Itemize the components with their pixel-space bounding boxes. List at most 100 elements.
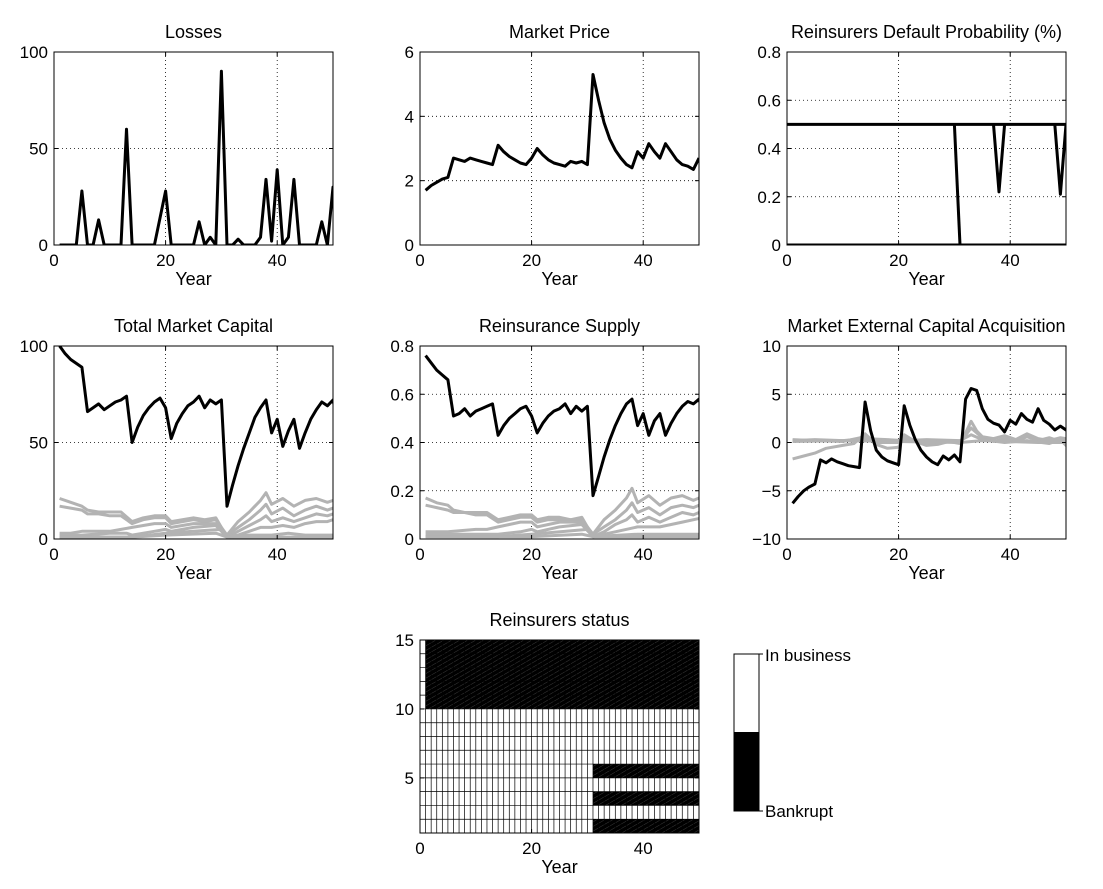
y-tick-label: 15	[395, 631, 414, 650]
x-tick-label: 0	[782, 545, 791, 564]
x-tick-label: 0	[415, 545, 424, 564]
status-colorbar: In business Bankrupt	[733, 646, 851, 821]
y-tick-label: 5	[772, 385, 781, 404]
colorbar-bankrupt	[733, 732, 760, 812]
x-axis-label: Year	[541, 857, 577, 877]
x-tick-label: 40	[1001, 251, 1020, 270]
x-tick-label: 20	[889, 251, 908, 270]
series-line-black	[1053, 124, 1066, 196]
x-tick-label: 40	[634, 839, 653, 858]
external-capital-panel: Market External Capital Acquisition 0 20 40…	[752, 316, 1067, 583]
series-group	[424, 73, 699, 192]
y-tick-label: 0	[405, 530, 414, 549]
y-tick-label: 10	[762, 337, 781, 356]
series-line-black	[791, 387, 1066, 505]
y-tick-label: 100	[20, 43, 48, 62]
y-tick-label: 0	[772, 434, 781, 453]
y-tick-label: 0.8	[757, 43, 781, 62]
y-tick-label: 0.4	[757, 140, 781, 159]
series-line-gray	[425, 501, 699, 536]
bankrupt-cell	[592, 819, 699, 833]
y-tick-label: 6	[405, 43, 414, 62]
y-tick-label: 0	[39, 530, 48, 549]
series-line-black	[58, 346, 333, 508]
series-line-gray	[425, 486, 699, 536]
x-axis-label: Year	[175, 563, 211, 583]
series-line-black	[952, 124, 962, 245]
y-tick-label: 50	[29, 140, 48, 159]
x-tick-label: 0	[49, 545, 58, 564]
series-line-black	[59, 69, 333, 245]
y-tick-label: 0.2	[390, 482, 414, 501]
x-tick-label: 40	[634, 251, 653, 270]
x-tick-label: 20	[522, 545, 541, 564]
y-tick-label: 0	[772, 236, 781, 255]
axes-frame	[786, 51, 1067, 246]
bankrupt-cell	[425, 681, 699, 696]
y-tick-label: 100	[20, 337, 48, 356]
bankrupt-cell	[425, 667, 699, 682]
series-line-gray	[59, 531, 333, 539]
series-line-black	[424, 354, 699, 498]
x-tick-label: 20	[156, 251, 175, 270]
market-price-panel: Market Price 0 20 40 0 2 4 6 Year	[405, 22, 700, 289]
y-tick-label: 0	[405, 236, 414, 255]
y-tick-label: −10	[752, 530, 781, 549]
y-tick-label: 50	[29, 434, 48, 453]
chart-title: Losses	[165, 22, 222, 42]
x-tick-label: 40	[634, 545, 653, 564]
y-tick-label: 0.4	[390, 434, 414, 453]
series-line-black	[992, 124, 1007, 194]
chart-title: Reinsurers status	[489, 610, 629, 630]
total-market-capital-panel: Total Market Capital 0 20 40 0 50 100 Year	[20, 316, 334, 583]
colorbar-in-business	[733, 653, 760, 733]
y-tick-label: 0.6	[390, 385, 414, 404]
series-group	[787, 122, 1066, 245]
series-line-gray	[59, 512, 333, 539]
y-tick-label: 0.2	[757, 188, 781, 207]
x-tick-label: 20	[522, 839, 541, 858]
x-tick-label: 40	[268, 251, 287, 270]
x-axis-label: Year	[908, 269, 944, 289]
y-tick-label: 0.8	[390, 337, 414, 356]
reinsurance-supply-panel: Reinsurance Supply 0 20 40 0 0.2 0.4 0.6 0.8 Year	[390, 316, 700, 583]
x-axis-label: Year	[175, 269, 211, 289]
x-tick-label: 40	[268, 545, 287, 564]
y-tick-label: 5	[405, 769, 414, 788]
series-line-gray	[59, 491, 333, 537]
chart-title: Reinsurance Supply	[479, 316, 640, 336]
x-axis-label: Year	[908, 563, 944, 583]
series-line-black	[424, 73, 699, 192]
x-tick-label: 0	[782, 251, 791, 270]
bankrupt-cell	[592, 791, 699, 806]
axes-frame	[419, 639, 700, 834]
chart-title: Market External Capital Acquisition	[787, 316, 1065, 336]
axes-frame	[419, 345, 700, 540]
y-tick-label: 0.6	[757, 91, 781, 110]
series-line-gray	[792, 439, 1066, 444]
y-tick-label: 10	[395, 700, 414, 719]
series-line-gray	[59, 502, 333, 537]
y-tick-label: 0	[39, 236, 48, 255]
x-tick-label: 0	[49, 251, 58, 270]
x-tick-label: 20	[522, 251, 541, 270]
legend-in-business-label: In business	[765, 646, 851, 665]
chart-title: Reinsurers Default Probability (%)	[791, 22, 1062, 42]
legend-bankrupt-label: Bankrupt	[765, 802, 833, 821]
x-tick-label: 0	[415, 839, 424, 858]
x-tick-label: 20	[156, 545, 175, 564]
series-group	[58, 346, 333, 539]
x-tick-label: 20	[889, 545, 908, 564]
chart-title: Total Market Capital	[114, 316, 273, 336]
y-tick-label: 4	[405, 107, 414, 126]
x-axis-label: Year	[541, 563, 577, 583]
x-tick-label: 0	[415, 251, 424, 270]
bankrupt-cell	[425, 653, 699, 668]
default-probability-panel: Reinsurers Default Probability (%) 0 20 40 0…	[757, 22, 1067, 289]
reinsurers-status-panel: Reinsurers status 0 20 40 5 10 15 Year	[395, 610, 700, 877]
axes-frame	[419, 51, 700, 246]
series-group	[791, 387, 1066, 505]
series-group	[424, 354, 699, 539]
x-axis-label: Year	[541, 269, 577, 289]
